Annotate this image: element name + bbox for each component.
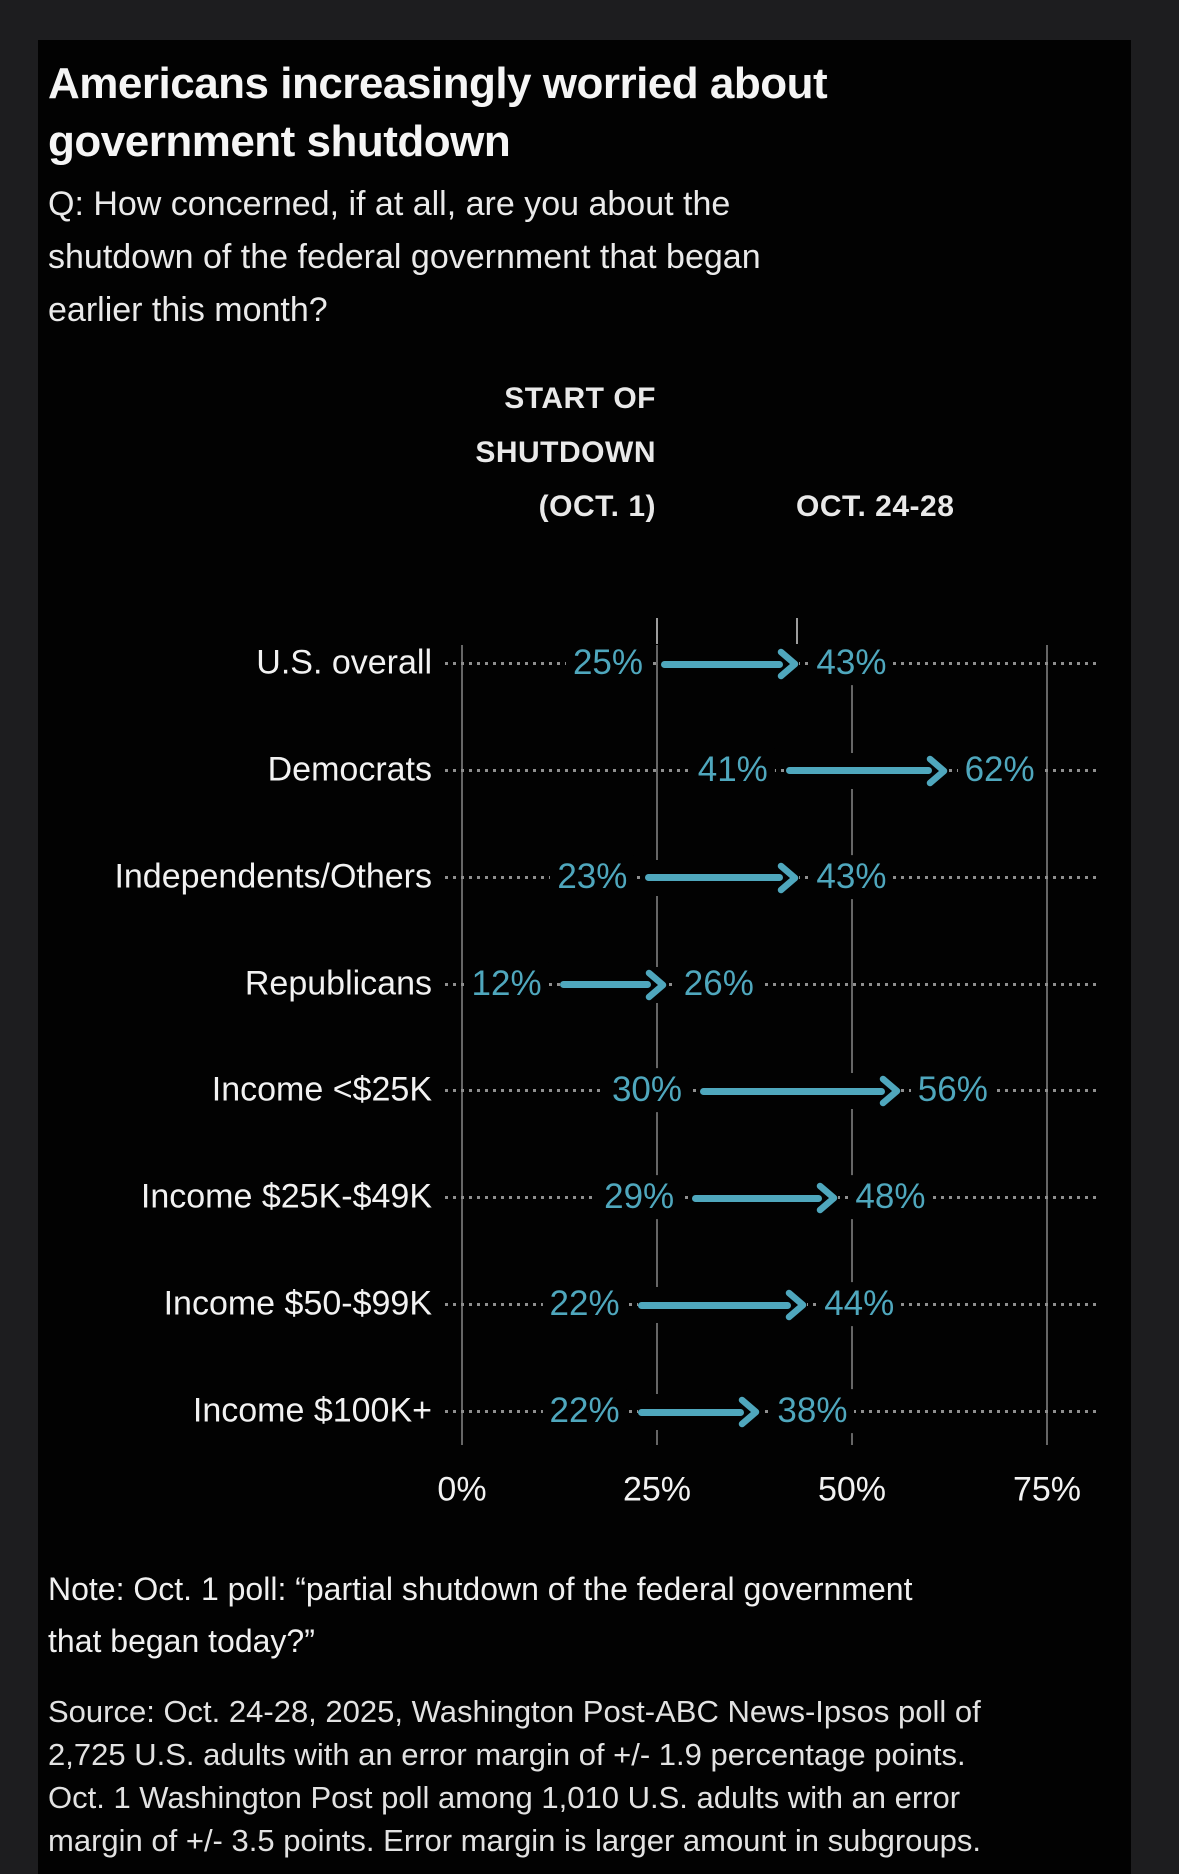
arrow-line <box>692 1194 823 1202</box>
row-end-value: 56% <box>910 1068 995 1113</box>
row-end-value: 48% <box>848 1175 933 1220</box>
source-line-1: Source: Oct. 24-28, 2025, Washington Pos… <box>48 1694 981 1729</box>
row-start-value: 23% <box>550 854 635 899</box>
row-arrow <box>785 752 948 789</box>
question-line-1: Q: How concerned, if at all, are you abo… <box>48 185 731 223</box>
row-start-value: 22% <box>542 1389 627 1434</box>
chart-card: Americans increasingly worried about gov… <box>38 40 1131 1874</box>
row-start-value: 12% <box>464 961 549 1006</box>
gridline <box>656 645 658 1445</box>
arrow-line <box>637 1408 745 1416</box>
row-label: Income <$25K <box>211 1071 432 1110</box>
question-line-2: shutdown of the federal government that … <box>48 238 761 276</box>
row-start-value: 25% <box>565 641 650 686</box>
axis-tick-label: 25% <box>622 1470 692 1509</box>
arrow-head-icon <box>785 1287 807 1323</box>
gridline <box>461 645 463 1445</box>
gridline <box>851 645 853 1445</box>
arrow-head-icon <box>879 1073 901 1109</box>
axis-tick-label: 50% <box>817 1470 887 1509</box>
arrow-line <box>559 981 651 989</box>
column-header-start-line-2: SHUTDOWN <box>475 436 656 469</box>
header-tick <box>796 618 799 644</box>
question-line-3: earlier this month? <box>48 291 328 329</box>
row-end-value: 38% <box>770 1389 855 1434</box>
row-start-value: 29% <box>597 1175 682 1220</box>
row-start-value: 30% <box>604 1068 689 1113</box>
arrow-head-icon <box>738 1394 760 1430</box>
row-start-value: 41% <box>690 747 775 792</box>
source-line-4: margin of +/- 3.5 points. Error margin i… <box>48 1823 982 1858</box>
column-header-start-line-3: (OCT. 1) <box>538 490 656 523</box>
row-end-value: 44% <box>817 1282 902 1327</box>
column-header-start-line-1: START OF <box>504 382 656 415</box>
row-end-value: 43% <box>809 641 894 686</box>
row-label: U.S. overall <box>256 643 432 682</box>
chart-area: START OF SHUTDOWN (OCT. 1) OCT. 24-28 U.… <box>38 370 1131 1560</box>
chart-note: Note: Oct. 1 poll: “partial shutdown of … <box>48 1563 912 1667</box>
row-arrow <box>559 966 667 1003</box>
row-start-value: 22% <box>542 1282 627 1327</box>
column-header-end: OCT. 24-28 <box>796 490 955 523</box>
axis-tick-label: 0% <box>437 1470 487 1509</box>
arrow-head-icon <box>645 967 667 1003</box>
axis-tick-label: 75% <box>1012 1470 1082 1509</box>
row-arrow <box>637 1394 761 1431</box>
arrow-line <box>785 767 932 775</box>
gridline <box>1046 645 1048 1445</box>
row-end-value: 62% <box>957 747 1042 792</box>
row-arrow <box>700 1073 901 1110</box>
arrow-head-icon <box>777 646 799 682</box>
header-tick <box>656 618 658 644</box>
row-label: Independents/Others <box>114 857 432 896</box>
row-arrow <box>692 1180 839 1217</box>
question-text: Q: How concerned, if at all, are you abo… <box>48 178 761 337</box>
arrow-line <box>661 660 784 668</box>
chart-source: Source: Oct. 24-28, 2025, Washington Pos… <box>48 1690 981 1862</box>
arrow-line <box>645 874 784 882</box>
row-arrow <box>637 1287 808 1324</box>
row-label: Income $100K+ <box>192 1391 432 1430</box>
row-end-value: 43% <box>809 854 894 899</box>
row-label: Income $50-$99K <box>163 1284 432 1323</box>
column-header-start: START OF SHUTDOWN (OCT. 1) <box>38 372 656 534</box>
note-line-1: Note: Oct. 1 poll: “partial shutdown of … <box>48 1571 913 1607</box>
arrow-head-icon <box>926 753 948 789</box>
row-end-value: 26% <box>676 961 761 1006</box>
note-line-2: that began today?” <box>48 1623 315 1659</box>
arrow-head-icon <box>777 860 799 896</box>
arrow-head-icon <box>816 1180 838 1216</box>
row-dot-leader <box>445 982 1098 986</box>
row-label: Income $25K-$49K <box>140 1178 432 1217</box>
title-line-1: Americans increasingly worried about <box>48 59 828 108</box>
row-arrow <box>645 859 800 896</box>
arrow-line <box>637 1301 792 1309</box>
row-arrow <box>661 646 800 682</box>
arrow-line <box>700 1087 885 1095</box>
source-line-2: 2,725 U.S. adults with an error margin o… <box>48 1737 966 1772</box>
row-label: Republicans <box>244 964 432 1003</box>
title-line-2: government shutdown <box>48 117 511 166</box>
row-label: Democrats <box>267 750 432 789</box>
source-line-3: Oct. 1 Washington Post poll among 1,010 … <box>48 1780 961 1815</box>
page-title: Americans increasingly worried about gov… <box>48 55 828 171</box>
